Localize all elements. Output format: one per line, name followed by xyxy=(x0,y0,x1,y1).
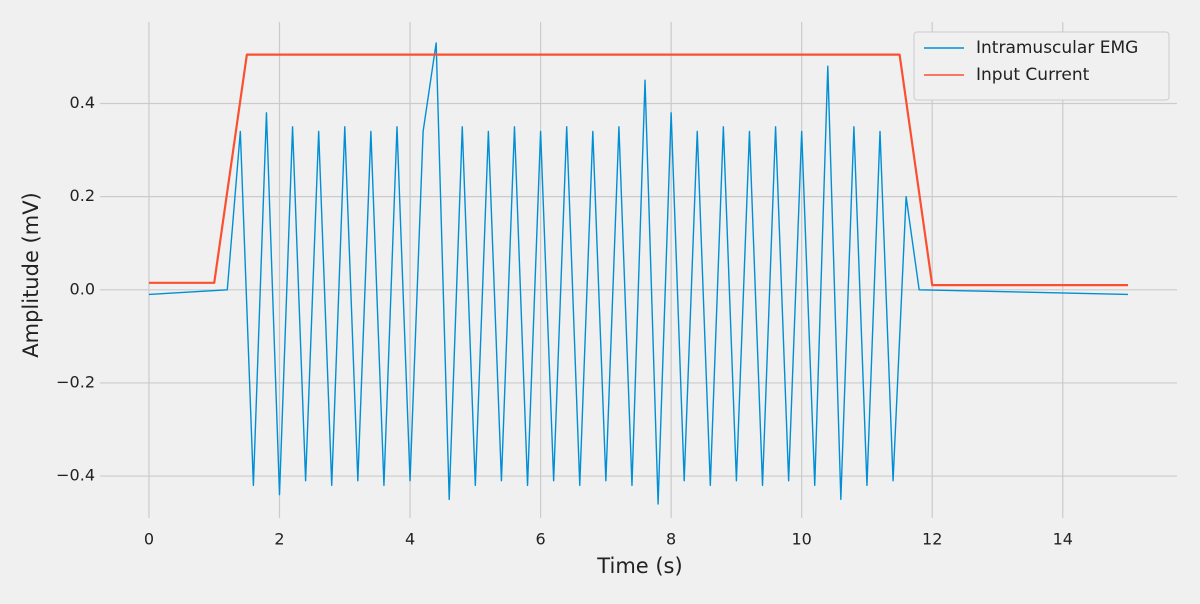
legend-label: Input Current xyxy=(976,65,1090,85)
legend: Intramuscular EMG Input Current xyxy=(913,31,1170,101)
legend-label: Intramuscular EMG xyxy=(976,38,1138,58)
y-tick-label: −0.2 xyxy=(56,372,95,391)
data-line xyxy=(148,42,1129,505)
y-tick-label: −0.4 xyxy=(56,466,95,485)
x-axis-label: Time (s) xyxy=(596,554,682,578)
y-tick-label: 0.4 xyxy=(70,93,95,112)
plot-area xyxy=(148,42,1129,505)
x-tick-label: 2 xyxy=(274,530,284,549)
grid: 0 2 4 6 8 10 12 14 −0.4 −0.2 0.0 0.2 0.4 xyxy=(56,22,1177,549)
x-tick-label: 14 xyxy=(1053,530,1073,549)
x-tick-label: 4 xyxy=(405,530,415,549)
y-tick-label: 0.0 xyxy=(70,279,95,298)
x-tick-label: 12 xyxy=(922,530,942,549)
y-tick-label: 0.2 xyxy=(70,186,95,205)
x-tick-label: 8 xyxy=(666,530,676,549)
x-tick-label: 10 xyxy=(792,530,812,549)
y-axis-label: Amplitude (mV) xyxy=(19,192,43,358)
x-tick-label: 0 xyxy=(144,530,154,549)
x-tick-label: 6 xyxy=(535,530,545,549)
legend-frame xyxy=(913,31,1170,101)
data-line xyxy=(148,53,1129,287)
